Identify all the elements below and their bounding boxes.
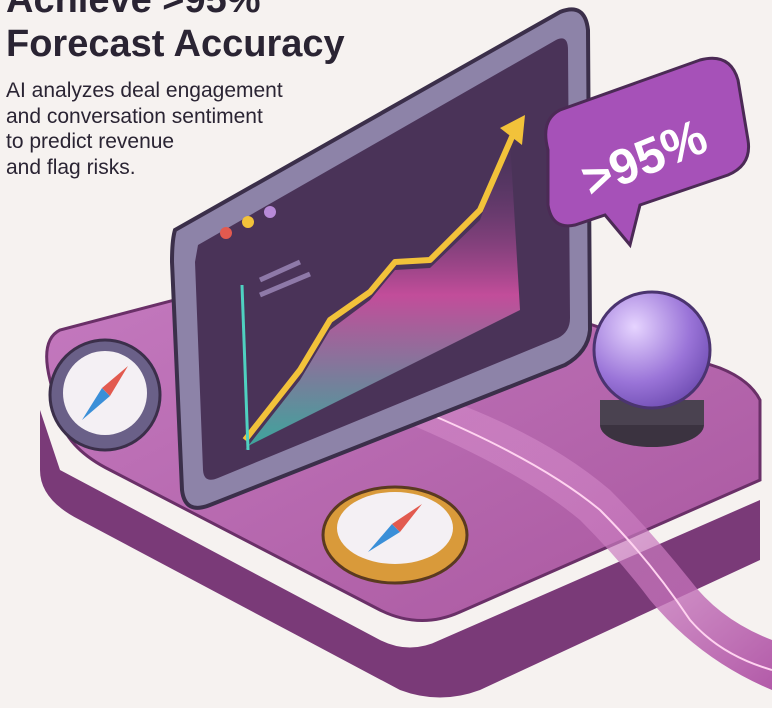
compass-needle (368, 524, 400, 552)
description: to predict revenue (6, 130, 174, 153)
description: AI analyzes deal engagement (6, 79, 283, 102)
screen-text (258, 259, 302, 283)
monitor-screen (195, 38, 570, 480)
road-line (419, 409, 772, 671)
window-dot (264, 206, 276, 218)
window-dot (220, 227, 232, 239)
description: and conversation sentiment (6, 105, 263, 128)
title: Forecast Accuracy (6, 23, 345, 65)
description: and flag risks. (6, 156, 136, 179)
chart-axis (240, 284, 250, 451)
screen-text (259, 271, 311, 298)
road (400, 390, 772, 690)
chart-arrow (500, 115, 525, 145)
title: Achieve >95% (6, 0, 261, 21)
badge-bubble (544, 56, 751, 249)
platform-side (40, 410, 760, 698)
compass-needle (102, 366, 128, 396)
compass-needle (82, 388, 110, 420)
compass-needle (392, 504, 422, 532)
crystal-ball (592, 290, 712, 410)
chart-line (242, 128, 518, 442)
chart-area (245, 140, 520, 450)
window-dot (242, 216, 254, 228)
